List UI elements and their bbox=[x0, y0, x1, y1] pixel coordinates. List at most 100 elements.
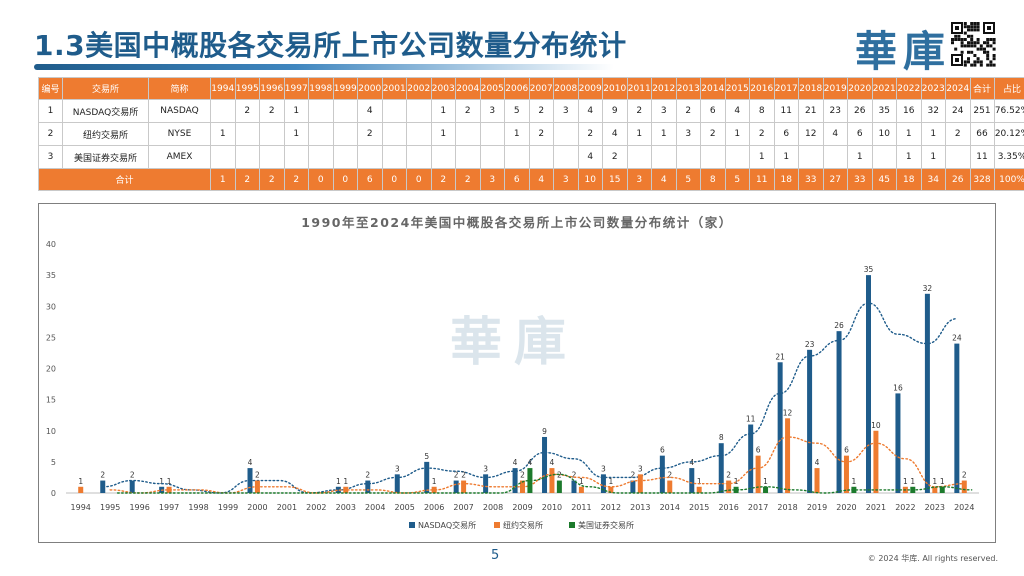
table-cell: 9 bbox=[602, 99, 628, 123]
trendline-amex bbox=[116, 473, 973, 494]
table-cell: 1 bbox=[847, 145, 873, 169]
table-cell: 2002 bbox=[406, 77, 432, 100]
bar-nyse bbox=[343, 486, 349, 493]
table-cell: 4 bbox=[577, 99, 603, 123]
table-cell: 45 bbox=[871, 168, 897, 191]
table-cell: 2 bbox=[577, 122, 603, 146]
x-tick-label: 2006 bbox=[424, 503, 444, 512]
table-cell bbox=[406, 122, 432, 146]
exchange-stats-table: 编号 交易所 简称 1994 1995 1996 1997 1998 1999 2000 2001 2… bbox=[38, 77, 1024, 191]
bar-nasdaq bbox=[571, 480, 577, 493]
data-label: 3 bbox=[483, 464, 488, 473]
data-label: 2 bbox=[630, 471, 635, 480]
page-title: 1.3美国中概股各交易所上市公司数量分布统计 bbox=[34, 29, 627, 62]
data-label: 1 bbox=[608, 477, 613, 486]
bar-nasdaq bbox=[630, 480, 636, 493]
bar-amex bbox=[763, 486, 769, 493]
data-label: 4 bbox=[815, 458, 820, 467]
bar-nyse bbox=[755, 455, 761, 493]
table-cell: 2005 bbox=[479, 77, 505, 100]
data-label: 26 bbox=[834, 321, 844, 330]
table-cell: 简称 bbox=[148, 77, 211, 100]
table-cell bbox=[381, 122, 407, 146]
y-tick-label: 35 bbox=[46, 271, 56, 280]
table-cell bbox=[357, 145, 383, 169]
table-cell: 16 bbox=[896, 99, 922, 123]
data-label: 9 bbox=[542, 427, 547, 436]
data-label: 1 bbox=[579, 477, 584, 486]
data-label: 2 bbox=[572, 471, 577, 480]
table-cell bbox=[234, 145, 260, 169]
table-cell: 27 bbox=[822, 168, 848, 191]
bar-nyse bbox=[608, 486, 614, 493]
table-cell: 3.35% bbox=[993, 145, 1024, 169]
copyright-text: © 2024 华库. All rights reserved. bbox=[867, 554, 998, 563]
table-cell: 21 bbox=[798, 99, 824, 123]
bar-nasdaq bbox=[365, 480, 371, 493]
table-row: 2 纽约交易所 NYSE 1 1 2 1 1 2 2 4 1 1 3 2 1 2 6 12 4 6 10 1 1 2 66 20.1… bbox=[38, 122, 1024, 146]
data-label: 16 bbox=[893, 383, 903, 392]
qr-code-icon bbox=[950, 21, 996, 67]
bar-nyse bbox=[637, 474, 643, 493]
table-cell: 11 bbox=[773, 99, 799, 123]
data-label: 3 bbox=[601, 464, 606, 473]
table-cell bbox=[332, 122, 358, 146]
table-cell: 2018 bbox=[798, 77, 824, 100]
x-tick-label: 2023 bbox=[925, 503, 945, 512]
bar-nyse bbox=[785, 418, 791, 493]
bar-nyse bbox=[667, 480, 673, 493]
table-cell: 2 bbox=[38, 122, 63, 146]
bar-nasdaq bbox=[895, 393, 901, 493]
table-cell bbox=[430, 145, 456, 169]
table-cell: 35 bbox=[871, 99, 897, 123]
table-cell: 76.52% bbox=[993, 99, 1024, 123]
table-cell: 3 bbox=[626, 168, 652, 191]
data-label: 2 bbox=[454, 471, 459, 480]
table-cell bbox=[332, 145, 358, 169]
bar-nyse bbox=[873, 430, 879, 493]
y-tick-label: 20 bbox=[46, 365, 56, 374]
table-cell: 5 bbox=[675, 168, 701, 191]
table-cell: 26 bbox=[945, 168, 971, 191]
trendline-nasdaq bbox=[102, 302, 958, 494]
table-cell: 3 bbox=[553, 168, 579, 191]
table-cell: 1 bbox=[920, 122, 946, 146]
table-cell: 1 bbox=[430, 122, 456, 146]
table-cell: 26 bbox=[847, 99, 873, 123]
x-tick-label: 2021 bbox=[866, 503, 886, 512]
data-label: 6 bbox=[660, 446, 665, 455]
table-cell: 1 bbox=[430, 99, 456, 123]
bar-nyse bbox=[843, 455, 849, 493]
table-cell: 2017 bbox=[773, 77, 799, 100]
table-cell: 1 bbox=[896, 145, 922, 169]
data-label: 1 bbox=[932, 477, 937, 486]
table-row: 3 美国证券交易所 AMEX 4 2 1 1 1 1 1 11 3.35% bbox=[38, 145, 1024, 169]
table-cell: 2007 bbox=[528, 77, 554, 100]
table-cell: NYSE bbox=[148, 122, 211, 146]
bar-nasdaq bbox=[512, 468, 518, 493]
x-tick-label: 2012 bbox=[601, 503, 621, 512]
x-tick-label: 2013 bbox=[630, 503, 650, 512]
x-tick-label: 2009 bbox=[512, 503, 532, 512]
data-label: 6 bbox=[844, 446, 849, 455]
table-cell: 2004 bbox=[455, 77, 481, 100]
table-cell: 2 bbox=[430, 168, 456, 191]
y-tick-label: 30 bbox=[46, 302, 56, 311]
table-cell: 33 bbox=[798, 168, 824, 191]
table-cell: 15 bbox=[602, 168, 628, 191]
table-cell: 34 bbox=[920, 168, 946, 191]
table-cell: 2013 bbox=[675, 77, 701, 100]
table-cell: 1998 bbox=[308, 77, 334, 100]
bar-amex bbox=[556, 480, 562, 493]
data-label: 1 bbox=[159, 477, 164, 486]
table-cell: 4 bbox=[651, 168, 677, 191]
y-tick-label: 0 bbox=[51, 489, 56, 498]
bar-nyse bbox=[726, 480, 732, 493]
data-label: 1 bbox=[697, 477, 702, 486]
bar-nasdaq bbox=[777, 362, 783, 493]
table-cell: 4 bbox=[822, 122, 848, 146]
data-label: 6 bbox=[756, 446, 761, 455]
data-label: 5 bbox=[424, 452, 429, 461]
table-cell bbox=[283, 145, 309, 169]
bar-nasdaq bbox=[542, 436, 548, 493]
